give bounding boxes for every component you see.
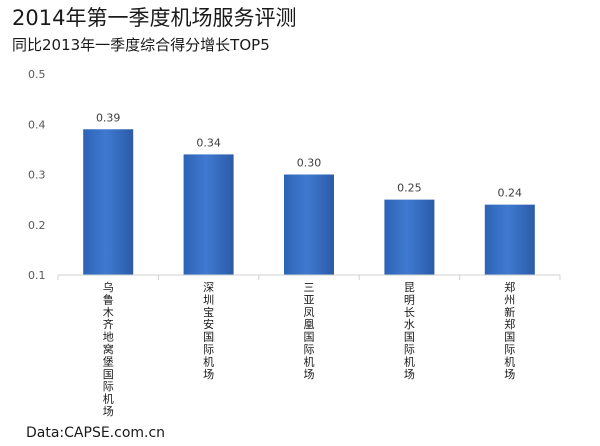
chart-title: 2014年第一季度机场服务评测 — [12, 6, 297, 30]
y-axis: 0.1 0.2 0.3 0.4 0.5 — [28, 68, 46, 282]
data-source: Data:CAPSE.com.cn — [26, 425, 166, 441]
bar — [484, 204, 535, 275]
data-label: 0.24 — [498, 187, 523, 200]
y-tick-label: 0.5 — [28, 68, 46, 81]
bar — [284, 174, 334, 275]
x-category-label: 三亚凤凰国际机场 — [304, 281, 315, 381]
data-label: 0.25 — [397, 182, 422, 195]
y-tick-label: 0.3 — [28, 169, 46, 182]
y-tick-label: 0.4 — [28, 118, 46, 131]
chart-subtitle: 同比2013年一季度综合得分增长TOP5 — [12, 36, 270, 54]
y-tick-label: 0.2 — [28, 219, 46, 232]
x-category-label: 乌鲁木齐地窝堡国际机场 — [103, 280, 114, 418]
y-tick-label: 0.1 — [28, 269, 46, 282]
data-label: 0.39 — [96, 111, 121, 124]
x-category-label: 昆明长水国际机场 — [404, 281, 415, 381]
bar — [384, 199, 435, 275]
data-label: 0.34 — [196, 136, 221, 149]
bars-group: 0.39 0.34 0.30 0.25 0.24 — [83, 111, 535, 275]
bar — [83, 129, 134, 275]
data-label: 0.30 — [297, 157, 322, 170]
bar — [183, 154, 234, 275]
x-axis: 乌鲁木齐地窝堡国际机场 深圳宝安国际机场 三亚凤凰国际机场 昆明长水国际机场 郑州新郑国… — [57, 274, 561, 418]
x-category-label: 深圳宝安国际机场 — [203, 281, 214, 381]
x-category-label: 郑州新郑国际机场 — [504, 280, 515, 381]
